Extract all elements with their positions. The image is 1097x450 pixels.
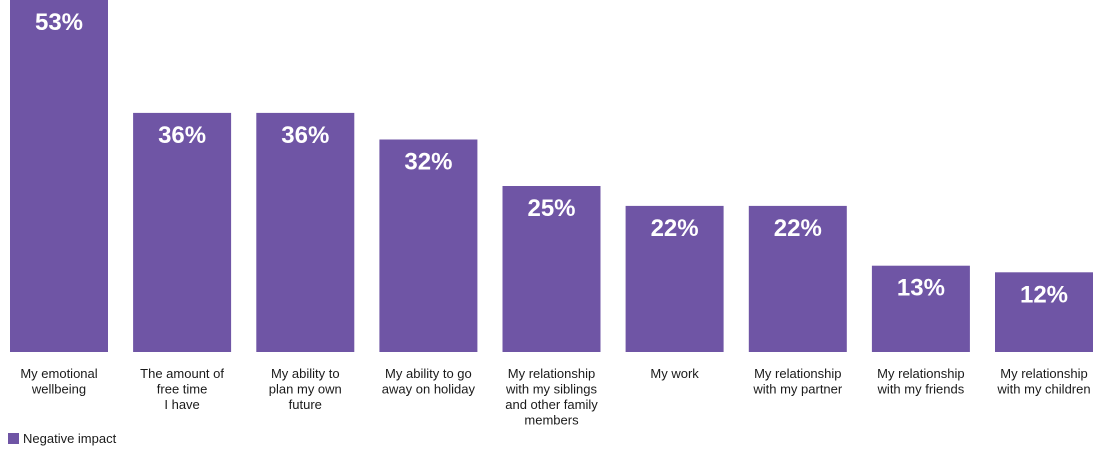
category-label: My work [650, 366, 699, 381]
category-label-line: with my siblings [505, 382, 598, 397]
bar-value-label: 36% [281, 122, 329, 149]
bars-group [10, 0, 1093, 353]
bar-value-label: 25% [527, 195, 575, 222]
category-label-line: and other family [505, 397, 598, 412]
category-label: My relationship with my children [996, 366, 1090, 397]
category-label-line: My relationship [754, 366, 841, 381]
category-labels: My emotional wellbeing The amount of free t… [20, 366, 1090, 428]
category-label: My ability to plan my own future [269, 366, 342, 412]
bar [379, 139, 478, 352]
category-label: My ability to go away on holiday [382, 366, 476, 397]
category-label-line: wellbeing [31, 382, 86, 397]
legend-label: Negative impact [23, 431, 117, 446]
category-label-line: plan my own [269, 382, 342, 397]
bar-value-label: 32% [404, 149, 452, 176]
category-label: My relationship with my partner [752, 366, 843, 397]
legend: Negative impact [8, 431, 117, 446]
category-label-line: My work [650, 366, 699, 381]
category-label-line: free time [157, 382, 208, 397]
bar-value-labels: 53% 36% 36% 32% 25% 22% 22% 13% 12% [35, 9, 1068, 308]
bar [871, 265, 970, 352]
category-label-line: with my friends [877, 382, 965, 397]
bar-value-label: 12% [1020, 281, 1068, 308]
bar [133, 112, 232, 353]
category-label-line: My ability to [271, 366, 340, 381]
bar [256, 112, 355, 353]
bar-value-label: 36% [158, 122, 206, 149]
category-label: My emotional wellbeing [20, 366, 97, 397]
bar [502, 186, 601, 352]
category-label: My relationship with my friends [877, 366, 965, 397]
category-label-line: My relationship [877, 366, 964, 381]
category-label-line: future [289, 397, 322, 412]
legend-swatch [8, 433, 19, 444]
category-label-line: My relationship [1000, 366, 1087, 381]
bar-value-label: 22% [774, 215, 822, 242]
bar-value-label: 22% [651, 215, 699, 242]
bar [995, 272, 1093, 352]
category-label-line: My relationship [508, 366, 595, 381]
category-label-line: away on holiday [382, 382, 476, 397]
bar-value-label: 53% [35, 9, 83, 36]
bar [10, 0, 108, 352]
category-label-line: with my children [996, 382, 1090, 397]
category-label-line: with my partner [752, 382, 843, 397]
bar-value-label: 13% [897, 275, 945, 302]
category-label-line: My ability to go [385, 366, 472, 381]
category-label-line: The amount of [140, 366, 224, 381]
bar [748, 205, 847, 352]
category-label-line: My emotional [20, 366, 97, 381]
category-label: My relationship with my siblings and other… [505, 366, 598, 428]
category-label: The amount of free time I have [140, 366, 224, 412]
category-label-line: I have [164, 397, 199, 412]
bar [625, 205, 724, 352]
category-label-line: members [524, 413, 579, 428]
